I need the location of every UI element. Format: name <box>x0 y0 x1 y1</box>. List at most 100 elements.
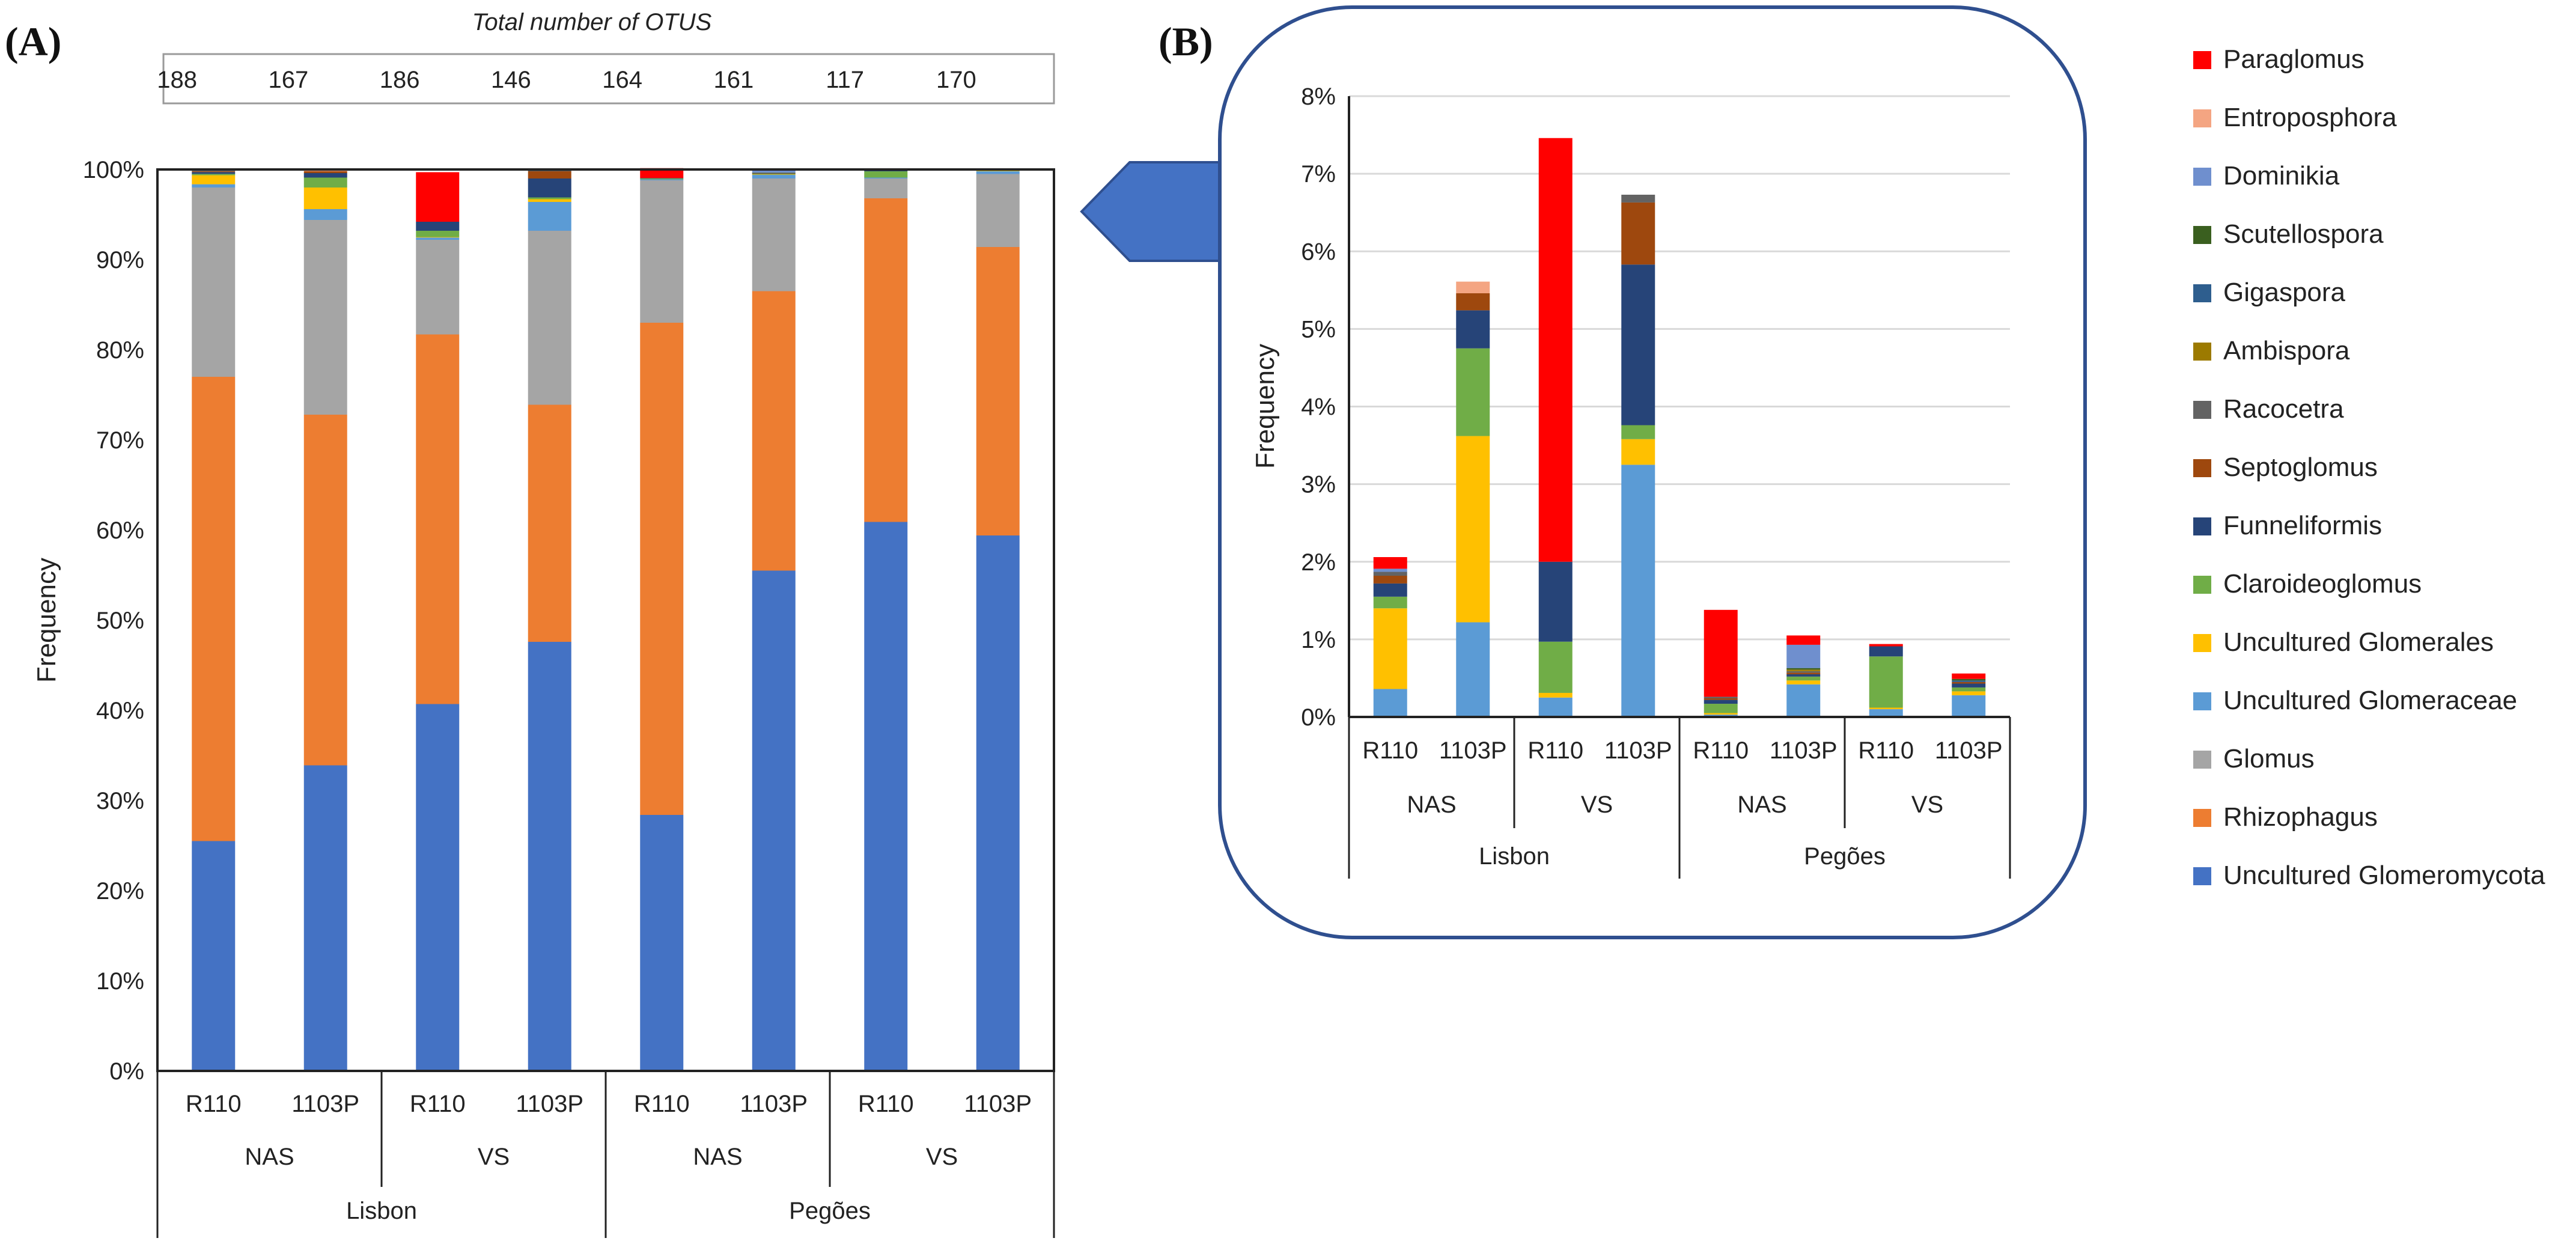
legend-swatch <box>2193 343 2211 361</box>
bar-segment <box>1869 709 1903 717</box>
legend-label: Uncultured Glomeromycota <box>2223 861 2545 890</box>
legend-swatch <box>2193 692 2211 710</box>
chart-a-category-axis: R110 1103P R110 1103P R110 1103P R110 1103P NAS V… <box>156 1070 1055 1238</box>
legend-label: Claroideoglomus <box>2223 569 2422 599</box>
bar-segment <box>1373 575 1407 584</box>
bar-segment <box>416 222 460 231</box>
bar-segment <box>752 291 796 571</box>
chart-a-plot-frame <box>156 168 1055 1072</box>
bar-segment <box>752 174 796 175</box>
bar-segment <box>1952 687 1986 692</box>
bar-segment <box>416 704 460 1071</box>
legend-label: Entroposphora <box>2223 103 2397 132</box>
x-tick-label: 1103P <box>1604 737 1672 764</box>
chart-a-y-ticks: 0% 10% 20% 30% 40% 50% 60% 70% 80% 90% 100% <box>83 157 144 1085</box>
y-tick-label: 30% <box>96 788 144 814</box>
x-tick-label: R110 <box>186 1091 242 1117</box>
y-tick-label: 80% <box>96 337 144 364</box>
bar-segment <box>528 170 571 171</box>
y-tick-label: 7% <box>1301 161 1336 188</box>
otu-counts: 188 167 186 146 164 161 117 170 <box>157 67 976 93</box>
group-label: VS <box>478 1144 510 1170</box>
bar-segment <box>303 765 347 1071</box>
bar-segment <box>864 522 908 1071</box>
bar-segment <box>1952 691 1986 695</box>
y-tick-label: 6% <box>1301 239 1336 265</box>
bar-segment <box>976 171 1020 174</box>
bar-segment <box>1621 194 1655 203</box>
x-tick-label: R110 <box>858 1091 914 1117</box>
bar-segment <box>416 240 460 335</box>
bar-segment <box>976 535 1020 1071</box>
group-label: NAS <box>245 1144 294 1170</box>
bar-segment <box>1952 680 1986 682</box>
bar-segment <box>1786 644 1821 668</box>
bar-segment <box>1786 672 1821 674</box>
bar-segment <box>752 172 796 174</box>
group-label: NAS <box>1737 791 1786 818</box>
bar-segment <box>1373 569 1407 572</box>
legend-swatch <box>2193 809 2211 827</box>
otu-count: 188 <box>157 67 197 93</box>
bar-segment <box>1704 704 1738 713</box>
bar-segment <box>303 188 347 209</box>
legend-swatch <box>2193 401 2211 419</box>
bar-segment <box>192 171 236 172</box>
bar-segment <box>1786 676 1821 681</box>
y-tick-label: 100% <box>83 157 144 183</box>
chart-a: 0% 10% 20% 30% 40% 50% 60% 70% 80% 90% 100% R110 11… <box>32 157 1055 1238</box>
legend-swatch <box>2193 284 2211 302</box>
site-label: Lisbon <box>346 1198 417 1224</box>
bar-segment <box>1869 646 1903 657</box>
bar-segment <box>1952 683 1986 688</box>
bar-segment <box>1869 656 1903 708</box>
legend-swatch <box>2193 168 2211 186</box>
legend-label: Gigaspora <box>2223 278 2346 307</box>
y-tick-label: 2% <box>1301 549 1336 576</box>
bar-segment <box>1456 622 1490 717</box>
bar-segment <box>528 642 571 1071</box>
otu-count: 161 <box>714 67 754 93</box>
bar-segment <box>752 173 796 174</box>
bar-segment <box>1869 707 1903 710</box>
legend-label: Septoglomus <box>2223 453 2378 482</box>
legend: Paraglomus Entroposphora Dominikia Scutello… <box>2193 44 2545 890</box>
x-tick-label: R110 <box>1527 737 1583 764</box>
bar-segment <box>1456 436 1490 623</box>
bar-segment <box>864 171 908 178</box>
bar-segment <box>1704 697 1738 699</box>
bar-segment <box>1786 674 1821 677</box>
otu-count: 164 <box>602 67 642 93</box>
site-label: Pegões <box>1804 843 1886 870</box>
bar-segment <box>528 171 571 178</box>
bar-segment <box>528 199 571 202</box>
bar-segment <box>416 237 460 240</box>
x-tick-label: 1103P <box>740 1091 808 1117</box>
bar-segment <box>976 247 1020 535</box>
legend-swatch <box>2193 576 2211 594</box>
x-tick-label: 1103P <box>291 1091 359 1117</box>
bar-segment <box>192 175 236 184</box>
group-label: VS <box>1581 791 1613 818</box>
bar-segment <box>1373 583 1407 597</box>
site-label: Pegões <box>789 1198 871 1224</box>
bar-segment <box>1538 138 1573 562</box>
chart-b-y-ticks: 0% 1% 2% 3% 4% 5% 6% 7% 8% <box>1301 84 1336 731</box>
bar-segment <box>640 180 684 323</box>
bar-segment <box>752 175 796 178</box>
otu-count: 146 <box>491 67 531 93</box>
legend-swatch <box>2193 51 2211 69</box>
legend-swatch <box>2193 751 2211 769</box>
bar-segment <box>752 174 796 175</box>
bar-segment <box>192 841 236 1071</box>
bar-segment <box>1456 310 1490 349</box>
bar-segment <box>1621 202 1655 265</box>
legend-label: Funneliformis <box>2223 511 2382 540</box>
chart-b-bars <box>1373 138 1986 717</box>
bar-segment <box>1456 281 1490 293</box>
bar-segment <box>1538 692 1573 698</box>
bar-segment <box>640 178 684 180</box>
y-tick-label: 0% <box>109 1058 144 1085</box>
bar-segment <box>1621 439 1655 465</box>
